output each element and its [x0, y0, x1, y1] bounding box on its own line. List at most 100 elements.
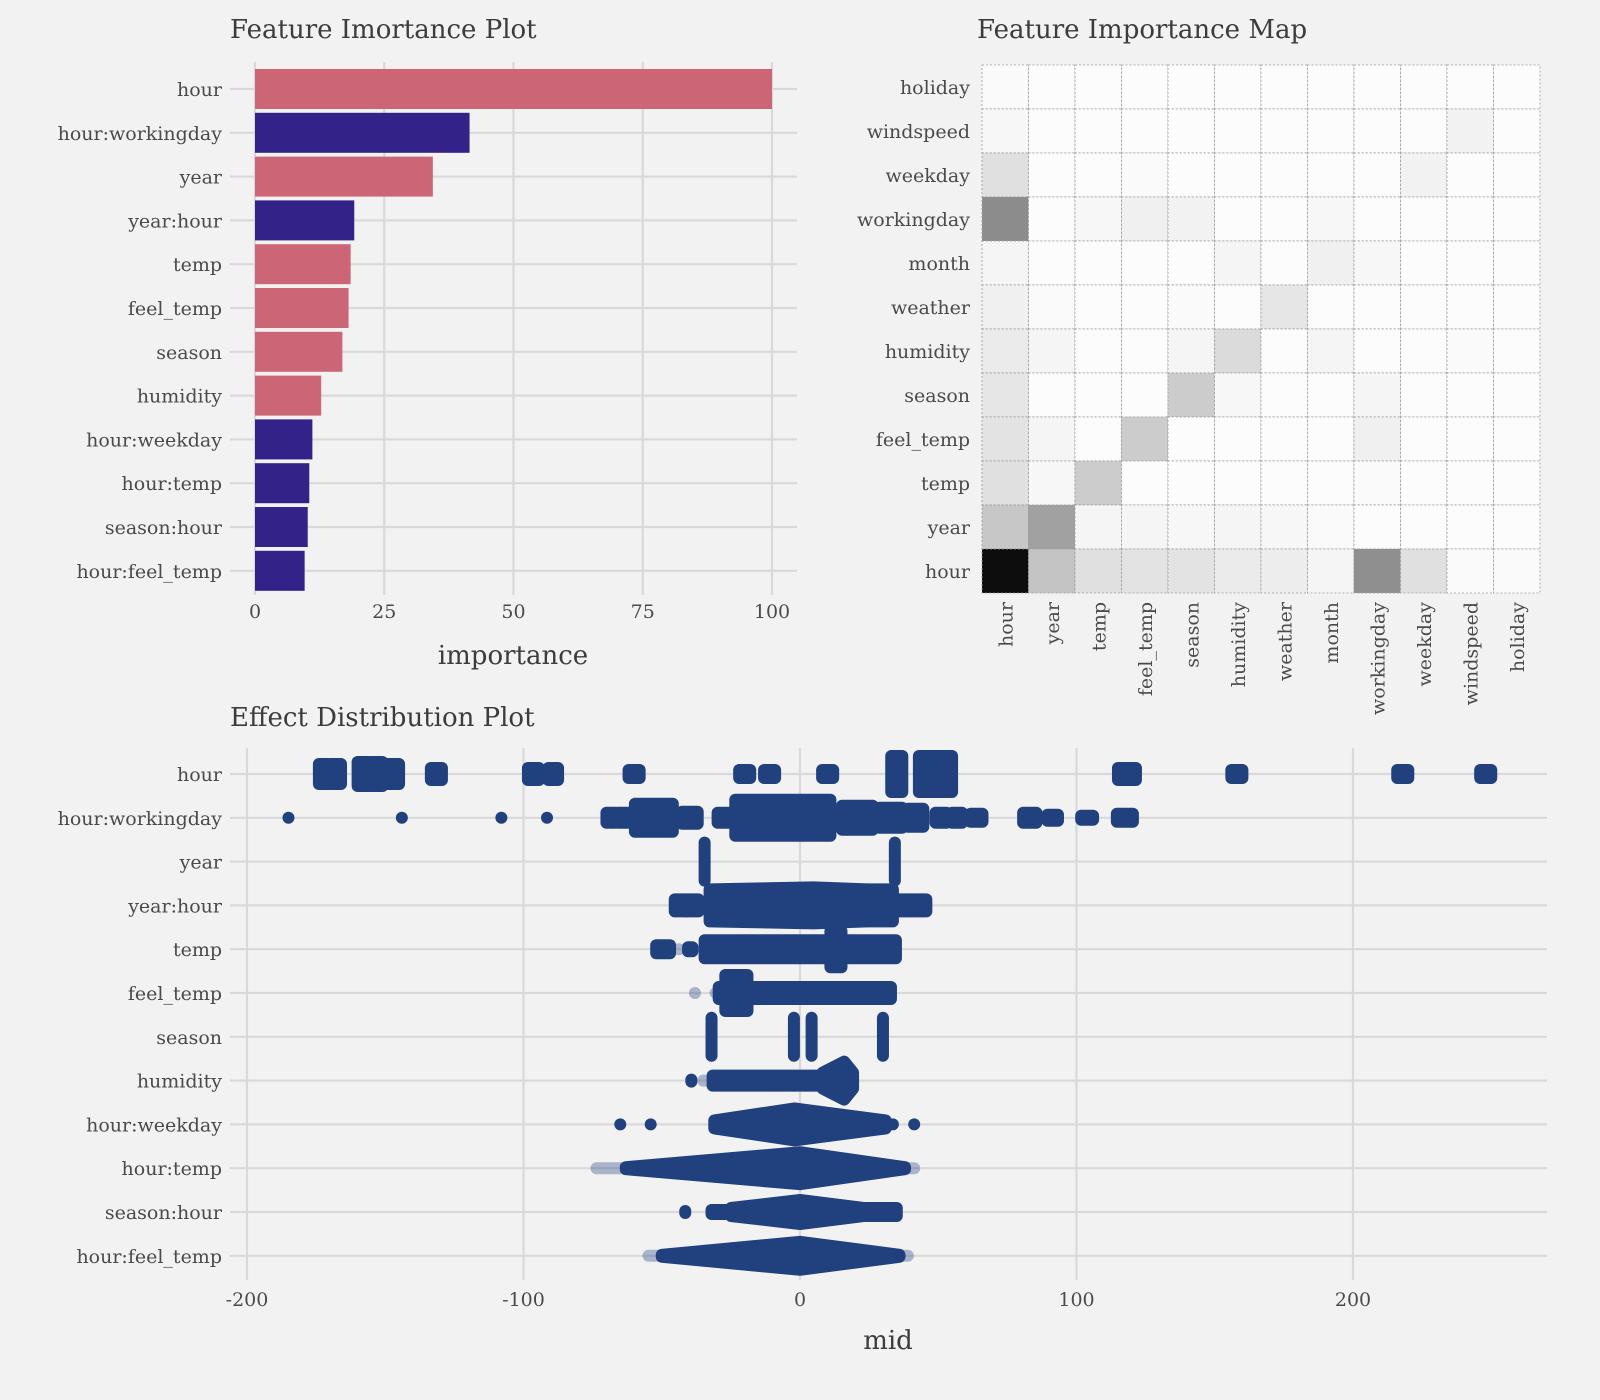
heatmap-cell — [1074, 460, 1122, 506]
heatmap-cell — [1167, 240, 1215, 286]
effect-cluster-feel-temp — [719, 969, 754, 1017]
heatmap-cell — [1028, 240, 1076, 286]
effect-cluster-year-hour — [860, 883, 899, 928]
heatmap-cell — [1074, 240, 1122, 286]
heatmap-cell — [1307, 416, 1355, 462]
heatmap-column-label: humidity — [1228, 602, 1250, 687]
heatmap-cell — [981, 548, 1029, 594]
effect-feature-label: feel_temp — [128, 983, 222, 1005]
effect-cluster-hour-feel-temp — [893, 1249, 914, 1262]
effect-cluster-hour — [382, 758, 406, 790]
effect-cluster-hour-workingday — [836, 799, 879, 836]
heatmap-cell — [1307, 152, 1355, 198]
bar-hour-temp — [255, 463, 310, 504]
effect-cluster-hour — [885, 750, 909, 798]
heatmap-cell — [1074, 416, 1122, 462]
heatmap-cell — [1028, 328, 1076, 374]
effect-feature-label: year:hour — [127, 895, 223, 917]
effect-cluster-hour-workingday — [495, 811, 508, 824]
heatmap-cell — [1446, 460, 1494, 506]
effect-cluster-hour-workingday — [1017, 806, 1043, 829]
heatmap-cell — [1493, 108, 1541, 154]
effect-cluster-season — [705, 1011, 718, 1062]
effect-cluster-hour-weekday — [614, 1118, 627, 1131]
bar-x-tick-label: 100 — [754, 601, 790, 623]
heatmap-cell — [981, 196, 1029, 242]
heatmap-cell — [1446, 372, 1494, 418]
effect-cluster-hour-workingday — [282, 811, 295, 824]
heatmap-cell — [1353, 460, 1401, 506]
bar-category-label: humidity — [137, 386, 222, 408]
heatmap-cell — [1446, 152, 1494, 198]
heatmap-cell — [1260, 416, 1308, 462]
heatmap-cell — [1074, 152, 1122, 198]
heatmap-cell — [1400, 548, 1448, 594]
heatmap-cell — [1121, 152, 1169, 198]
heatmap-cell — [1214, 328, 1262, 374]
effect-cluster-feel-temp — [688, 987, 701, 999]
heatmap-cell — [1260, 372, 1308, 418]
heatmap-cell — [1121, 196, 1169, 242]
heatmap-cell — [1028, 196, 1076, 242]
effect-cluster-hour — [323, 758, 348, 790]
heatmap-cell — [1400, 372, 1448, 418]
effect-feature-label: temp — [173, 939, 222, 961]
heatmap-cell — [1446, 196, 1494, 242]
effect-cluster-hour — [521, 762, 545, 786]
heatmap-column-label: weekday — [1414, 602, 1436, 687]
heatmap-cell — [1493, 64, 1541, 110]
effect-cluster-season-hour — [679, 1205, 692, 1219]
effect-cluster-hour — [758, 764, 782, 784]
heatmap-cell — [1214, 108, 1262, 154]
heatmap-cell — [1307, 196, 1355, 242]
bar-season — [255, 331, 343, 372]
heatmap-cell — [981, 64, 1029, 110]
heatmap-cell — [1307, 64, 1355, 110]
heatmap-column-label: hour — [995, 601, 1017, 647]
effect-feature-label: hour:weekday — [86, 1114, 222, 1136]
heatmap-cell — [1493, 416, 1541, 462]
heatmap-row-label: windspeed — [867, 121, 970, 143]
effect-cluster-hour-workingday — [1075, 809, 1100, 826]
effect-cluster-temp — [672, 943, 685, 956]
effect-cluster-season-hour — [857, 1202, 903, 1222]
bar-x-tick-label: 0 — [249, 601, 261, 623]
heatmap-cell — [1493, 196, 1541, 242]
effect-cluster-hour-temp — [619, 1146, 912, 1191]
bar-year-hour — [255, 200, 355, 241]
heatmap-cell — [1028, 416, 1076, 462]
heatmap-cell — [1121, 64, 1169, 110]
heatmap-cell — [1307, 328, 1355, 374]
heatmap-column-label: month — [1321, 602, 1343, 664]
effect-cluster-humidity — [685, 1073, 698, 1088]
effect-cluster-season-hour — [724, 1194, 870, 1230]
heatmap-cell — [1493, 504, 1541, 550]
effect-cluster-hour — [912, 750, 959, 798]
effect-x-axis-label: mid — [863, 1326, 913, 1356]
heatmap-cell — [1167, 108, 1215, 154]
heatmap-column-labels: hour year temp feel_temp season humidity weath… — [995, 601, 1529, 715]
heatmap-cell — [1074, 64, 1122, 110]
heatmap-cell — [1493, 372, 1541, 418]
heatmap-cell — [1074, 284, 1122, 330]
effect-cluster-hour-workingday — [873, 801, 909, 834]
heatmap-cell — [1353, 328, 1401, 374]
heatmap-cell — [1260, 460, 1308, 506]
heatmap-cell — [981, 416, 1029, 462]
heatmap-cell — [981, 284, 1029, 330]
heatmap-column-label: weather — [1274, 601, 1296, 681]
heatmap-cell — [1028, 108, 1076, 154]
bar-category-label: hour:temp — [122, 473, 222, 495]
heatmap-cell — [1400, 504, 1448, 550]
bar-category-label: season — [156, 342, 222, 364]
bar-category-label: temp — [173, 254, 222, 276]
heatmap-cell — [1074, 548, 1122, 594]
heatmap-cell — [1353, 108, 1401, 154]
effect-cluster-hour — [816, 764, 840, 784]
heatmap-row-label: hour — [925, 561, 971, 583]
bar-x-tick-label: 75 — [631, 601, 655, 623]
heatmap-cell — [1028, 152, 1076, 198]
heatmap-cell — [1353, 152, 1401, 198]
heatmap-cell — [1121, 460, 1169, 506]
